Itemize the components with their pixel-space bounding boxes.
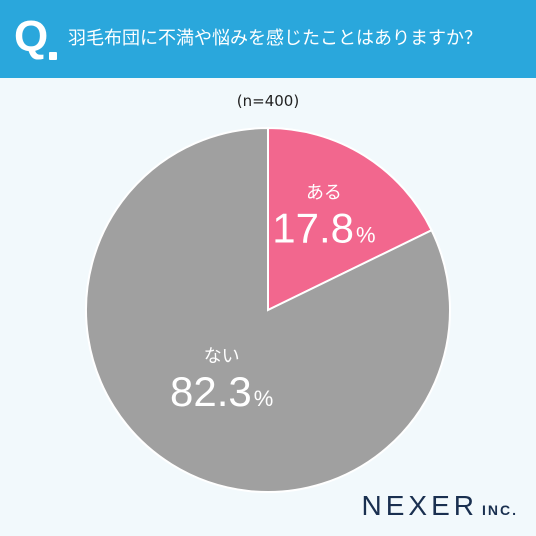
brand-name: NEXER <box>361 490 478 521</box>
brand-suffix: INC. <box>482 502 518 518</box>
q-dot <box>49 52 57 60</box>
brand-logo: NEXER INC. <box>362 490 518 522</box>
slice-label-1: ない <box>204 346 240 367</box>
question-text: 羽毛布団に不満や悩みを感じたことはありますか？ <box>68 28 482 49</box>
slice-label-0: ある <box>306 182 342 203</box>
question-header: Q 羽毛布団に不満や悩みを感じたことはありますか？ <box>0 0 536 78</box>
slice-value-1: 82.3% <box>170 368 273 415</box>
pie-slice-0 <box>267 126 433 312</box>
q-mark: Q <box>14 12 49 61</box>
sample-size: (n=400) <box>236 92 300 110</box>
pie-slice-1 <box>85 126 451 493</box>
slice-value-0: 17.8% <box>272 204 375 251</box>
